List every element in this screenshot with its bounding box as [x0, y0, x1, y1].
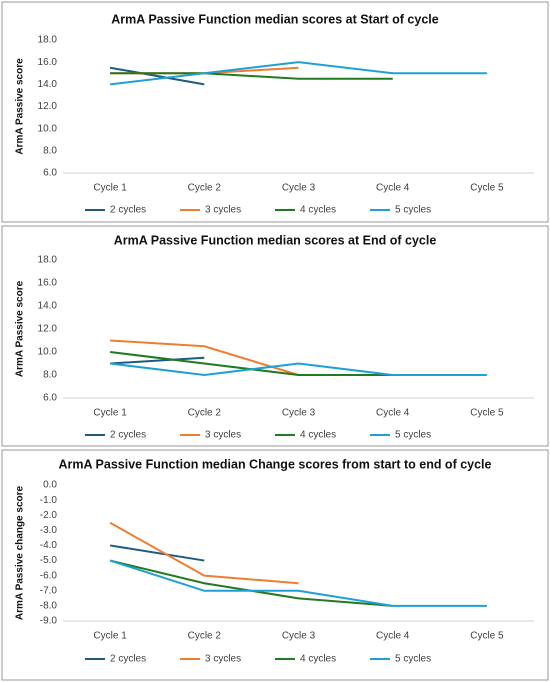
y-tick-label: 18.0 [38, 255, 58, 266]
y-tick-label: 16.0 [38, 57, 58, 68]
y-tick-label: 14.0 [38, 301, 58, 312]
x-tick-label: Cycle 4 [376, 408, 410, 419]
series-line [110, 72, 393, 80]
x-tick-label: Cycle 3 [282, 183, 316, 194]
series-line [109, 351, 393, 376]
legend-label: 2 cycles [110, 430, 146, 441]
y-axis-label: ArmA Passive score [15, 58, 26, 155]
chart-title: ArmA Passive Function median Change scor… [59, 457, 492, 471]
x-tick-label: Cycle 5 [470, 183, 504, 194]
series-line [110, 339, 299, 376]
y-tick-label: -2.0 [40, 510, 58, 521]
x-tick-label: Cycle 3 [282, 631, 316, 642]
legend-label: 4 cycles [300, 654, 336, 665]
y-tick-label: -5.0 [40, 555, 58, 566]
y-tick-label: 16.0 [38, 278, 58, 289]
y-tick-label: -6.0 [40, 570, 58, 581]
legend-label: 4 cycles [300, 205, 336, 216]
y-tick-label: -4.0 [40, 540, 58, 551]
legend-label: 2 cycles [110, 654, 146, 665]
x-tick-label: Cycle 4 [376, 631, 410, 642]
panel-border [1, 1, 549, 223]
panel-border [1, 449, 549, 681]
x-tick-label: Cycle 5 [470, 408, 504, 419]
legend-label: 5 cycles [395, 205, 431, 216]
y-tick-label: 12.0 [38, 101, 58, 112]
y-tick-label: 12.0 [38, 324, 58, 335]
y-tick-label: 8.0 [43, 145, 57, 156]
series-line [109, 521, 299, 585]
series-line [109, 559, 487, 607]
y-tick-label: 8.0 [43, 370, 57, 381]
y-tick-label: 0.0 [43, 480, 57, 491]
series-line [109, 362, 487, 377]
y-tick-label: 10.0 [38, 123, 58, 134]
y-tick-label: -9.0 [40, 616, 58, 627]
legend-label: 5 cycles [395, 654, 431, 665]
x-tick-label: Cycle 2 [188, 183, 222, 194]
x-tick-label: Cycle 2 [188, 631, 222, 642]
x-tick-label: Cycle 1 [93, 408, 127, 419]
x-tick-label: Cycle 1 [93, 631, 127, 642]
y-axis-label: ArmA Passive change score [15, 485, 26, 620]
y-tick-label: -1.0 [40, 495, 58, 506]
y-axis-label: ArmA Passive score [15, 280, 26, 377]
x-tick-label: Cycle 5 [470, 631, 504, 642]
legend-label: 4 cycles [300, 430, 336, 441]
legend-label: 2 cycles [110, 205, 146, 216]
y-tick-label: -7.0 [40, 585, 58, 596]
y-tick-label: -3.0 [40, 525, 58, 536]
y-tick-label: 6.0 [43, 168, 57, 179]
x-tick-label: Cycle 3 [282, 408, 316, 419]
panel-border [1, 225, 549, 447]
legend-label: 3 cycles [205, 430, 241, 441]
x-tick-label: Cycle 2 [188, 408, 222, 419]
series-line [109, 66, 205, 86]
legend-label: 3 cycles [205, 205, 241, 216]
y-tick-label: 6.0 [43, 393, 57, 404]
series-line [110, 356, 205, 365]
series-line [109, 61, 487, 86]
y-tick-label: -8.0 [40, 601, 58, 612]
chart-title: ArmA Passive Function median scores at S… [111, 12, 438, 26]
y-tick-label: 18.0 [38, 35, 58, 46]
series-line [109, 544, 205, 562]
chart-title: ArmA Passive Function median scores at E… [114, 233, 437, 247]
y-tick-label: 10.0 [38, 347, 58, 358]
y-tick-label: 14.0 [38, 79, 58, 90]
x-tick-label: Cycle 1 [93, 183, 127, 194]
x-tick-label: Cycle 4 [376, 183, 410, 194]
legend-label: 3 cycles [205, 654, 241, 665]
legend-label: 5 cycles [395, 430, 431, 441]
